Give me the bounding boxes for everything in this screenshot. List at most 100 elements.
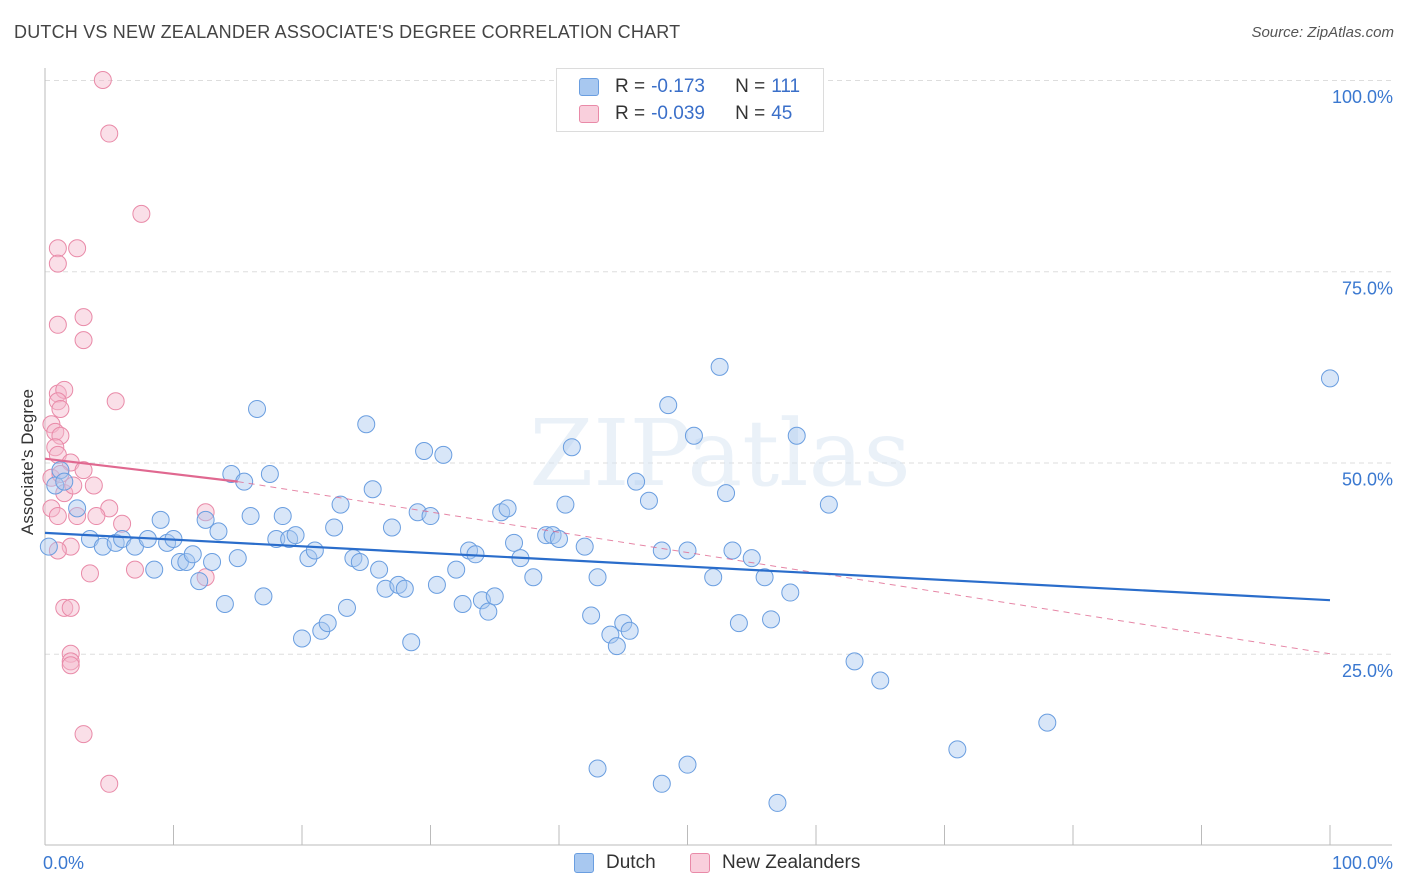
nz-point (100, 774, 119, 793)
dutch-point (177, 552, 196, 571)
dutch-point (190, 572, 209, 591)
nz-point (61, 598, 80, 617)
dutch-point (196, 510, 215, 529)
dutch-point (710, 357, 729, 376)
dutch-point (639, 491, 658, 510)
dutch-point (402, 633, 421, 652)
dutch-point (871, 671, 890, 690)
dutch-point (652, 541, 671, 560)
dutch-point (273, 507, 292, 526)
dutch-point (755, 568, 774, 587)
dutch-point (370, 560, 389, 579)
dutch-point (498, 499, 517, 518)
r-value: -0.173 (651, 76, 705, 97)
y-tick-label: 50.0% (1342, 470, 1393, 490)
dutch-point (768, 793, 787, 812)
dutch-point (627, 472, 646, 491)
dutch-point (652, 774, 671, 793)
nz-point (125, 560, 144, 579)
nz-legend-swatch (690, 853, 710, 873)
legend-item-nz[interactable]: New Zealanders (690, 852, 860, 874)
dutch-point (485, 587, 504, 606)
dutch-point (415, 442, 434, 461)
y-tick-label: 100.0% (1332, 87, 1393, 107)
dutch-point (453, 595, 472, 614)
dutch-point (601, 625, 620, 644)
nz-point (132, 204, 151, 223)
dutch-point (562, 438, 581, 457)
nz-point (48, 239, 67, 258)
nz-trend-line (44, 457, 238, 483)
correlation-legend: R = -0.173 N = 111 R = -0.039 N = 45 (556, 68, 824, 132)
dutch-point (678, 541, 697, 560)
dutch-point (145, 560, 164, 579)
dutch-point (286, 526, 305, 545)
trend-lines (44, 457, 1331, 655)
legend-row-dutch: R = -0.173 N = 111 (579, 74, 814, 100)
dutch-point (325, 518, 344, 537)
dutch-point (556, 495, 575, 514)
nz-point (48, 315, 67, 334)
nz-point (61, 656, 80, 675)
r-label: R = (615, 103, 646, 124)
dutch-point (215, 595, 234, 614)
dutch-point (293, 629, 311, 648)
dutch-swatch (579, 78, 599, 96)
dutch-point (575, 537, 594, 556)
dutch-point (312, 621, 331, 640)
nz-swatch (579, 105, 599, 123)
dutch-point (228, 549, 247, 568)
nz-point (196, 503, 215, 522)
x-tick-label: 0.0% (43, 853, 84, 873)
dutch-point (588, 568, 607, 587)
dutch-point (241, 507, 260, 526)
dutch-point (209, 522, 228, 541)
nz-point (48, 541, 67, 560)
nz-point (100, 124, 119, 143)
nz-point (55, 598, 74, 617)
dutch-point (395, 579, 414, 598)
dutch-point (331, 495, 350, 514)
dutch-point (337, 598, 356, 617)
dutch-series (39, 357, 1339, 812)
dutch-point (151, 510, 170, 529)
dutch-point (845, 652, 864, 671)
dutch-point (787, 426, 806, 445)
legend-row-nz: R = -0.039 N = 45 (579, 101, 806, 127)
dutch-point (382, 518, 401, 537)
nz-point (64, 476, 83, 495)
nz-point (74, 725, 93, 744)
dutch-point (659, 396, 678, 415)
nz-point (51, 426, 70, 445)
dutch-point (704, 568, 723, 587)
chart-title: DUTCH VS NEW ZEALANDER ASSOCIATE'S DEGRE… (14, 22, 681, 42)
y-axis-label: Associate's Degree (18, 389, 37, 535)
dutch-point (762, 610, 781, 629)
dutch-point (588, 759, 607, 778)
nz-point (55, 380, 74, 399)
r-value: -0.039 (651, 103, 705, 124)
x-tick-labels: 0.0% 100.0% (43, 853, 1393, 873)
dutch-point (742, 549, 761, 568)
dutch-point (717, 484, 736, 503)
legend-item-dutch[interactable]: Dutch (574, 852, 656, 874)
dutch-point (614, 614, 633, 633)
nz-point (48, 507, 67, 526)
dutch-point (51, 461, 70, 480)
nz-point (68, 239, 87, 258)
dutch-point (305, 541, 324, 560)
dutch-point (819, 495, 838, 514)
y-tick-label: 75.0% (1342, 278, 1393, 298)
dutch-point (260, 464, 279, 483)
n-label: N = (735, 76, 766, 97)
dutch-point (781, 583, 800, 602)
nz-point (113, 514, 132, 533)
nz-legend-label: New Zealanders (722, 852, 861, 873)
dutch-point (678, 755, 697, 774)
nz-point (84, 476, 103, 495)
nz-point (106, 392, 125, 411)
nz-series (42, 71, 215, 793)
nz-point (80, 564, 99, 583)
dutch-point (550, 530, 568, 548)
